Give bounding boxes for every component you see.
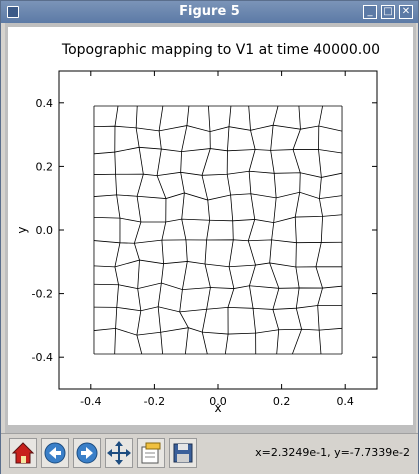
arrow-right-icon <box>76 442 98 464</box>
canvas-area[interactable]: Topographic mapping to V1 at time 40000.… <box>5 23 416 433</box>
y-tick-label: -0.2 <box>32 288 53 301</box>
mesh-row-line <box>93 305 343 313</box>
y-tick-label: 0.4 <box>36 97 54 110</box>
x-tick-label: -0.2 <box>144 395 165 408</box>
mesh-row-line <box>93 282 343 290</box>
mesh-grid <box>93 105 343 355</box>
mesh-row-line <box>93 146 343 155</box>
y-tick-label: -0.4 <box>32 351 53 364</box>
save-button[interactable] <box>169 438 197 468</box>
mesh-column-line <box>114 105 121 355</box>
maximize-button[interactable]: □ <box>381 5 395 19</box>
mesh-column-line <box>133 105 144 355</box>
x-tick-label: -0.4 <box>80 395 101 408</box>
mesh-row-line <box>93 214 343 224</box>
coordinates-readout: x=2.3249e-1, y=-7.7339e-2 <box>255 446 410 459</box>
navigation-toolbar: x=2.3249e-1, y=-7.7339e-2 <box>1 433 418 474</box>
window-title: Figure 5 <box>179 4 240 19</box>
topographic-chart[interactable]: Topographic mapping to V1 at time 40000.… <box>8 27 413 425</box>
axis-ticks: -0.4 -0.2 0.0 0.2 0.4 -0.4 -0.2 0.0 0.2 0.4 <box>32 71 377 408</box>
pan-button[interactable] <box>105 438 133 468</box>
subplots-button[interactable] <box>137 438 165 468</box>
mesh-column-line <box>156 105 167 355</box>
mesh-row-line <box>93 124 343 133</box>
x-axis-label: x <box>214 401 221 415</box>
floppy-icon <box>173 443 193 463</box>
home-button[interactable] <box>9 438 37 468</box>
move-icon <box>107 441 131 465</box>
mesh-column-line <box>201 105 211 355</box>
x-tick-label: 0.0 <box>209 395 227 408</box>
close-button[interactable]: ✕ <box>399 5 413 19</box>
mesh-column-line <box>179 105 190 355</box>
back-button[interactable] <box>41 438 69 468</box>
mesh-column-line <box>269 105 280 355</box>
mesh-column-line <box>247 105 257 355</box>
x-tick-label: 0.4 <box>336 395 354 408</box>
mesh-row-line <box>93 239 343 244</box>
home-icon <box>11 442 35 464</box>
subplots-icon <box>141 442 161 464</box>
y-axis-label: y <box>15 226 29 233</box>
window-menu-icon[interactable] <box>7 6 19 18</box>
mesh-row-line <box>93 170 343 178</box>
arrow-left-icon <box>44 442 66 464</box>
mesh-row-line <box>93 191 343 201</box>
figure-canvas[interactable]: Topographic mapping to V1 at time 40000.… <box>8 27 413 425</box>
chart-title: Topographic mapping to V1 at time 40000.… <box>61 42 380 58</box>
mesh-row-line <box>93 327 343 336</box>
mesh-column-line <box>292 105 303 355</box>
title-bar[interactable]: Figure 5 _ □ ✕ <box>1 1 418 23</box>
x-tick-label: 0.2 <box>273 395 291 408</box>
mesh-column-line <box>315 105 323 355</box>
y-tick-label: 0.2 <box>36 160 54 173</box>
minimize-button[interactable]: _ <box>363 5 377 19</box>
forward-button[interactable] <box>73 438 101 468</box>
y-tick-label: 0.0 <box>36 224 54 237</box>
mesh-column-line <box>224 105 235 355</box>
mesh-row-line <box>93 259 343 268</box>
axes-frame <box>58 70 378 390</box>
